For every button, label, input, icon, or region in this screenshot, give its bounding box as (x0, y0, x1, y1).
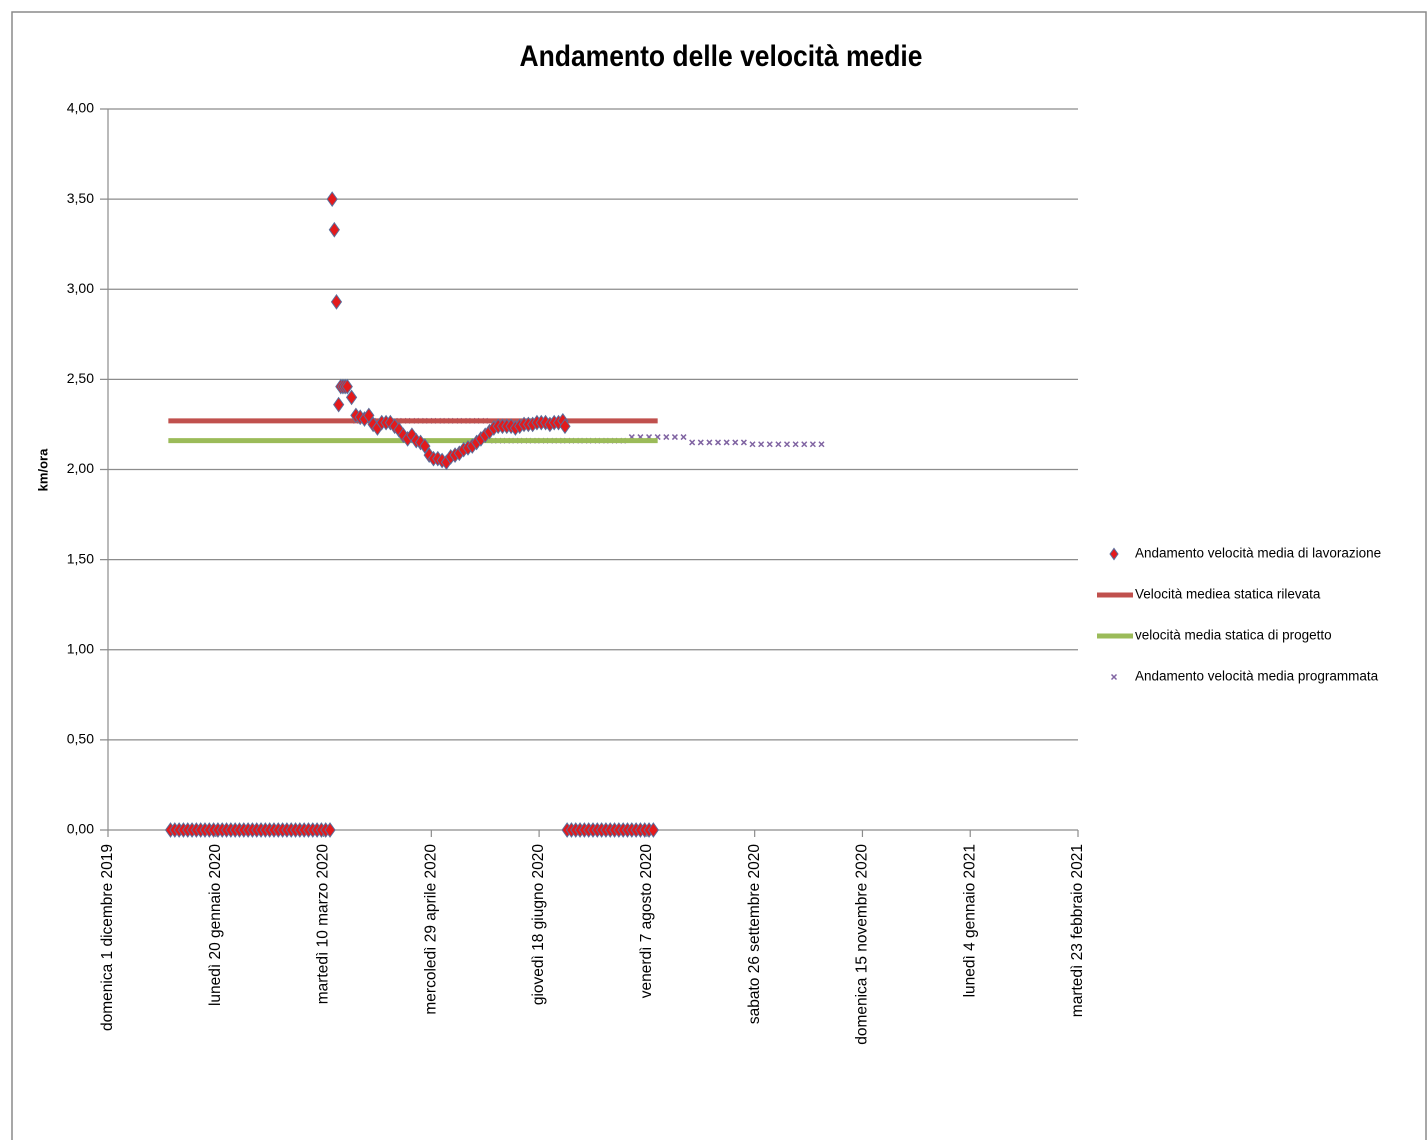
legend-label: velocità media statica di progetto (1135, 628, 1332, 643)
data-point (706, 439, 713, 446)
legend-label: Andamento velocità media programmata (1135, 669, 1379, 684)
data-point (671, 434, 678, 441)
data-point (330, 294, 343, 310)
y-tick-label: 1,50 (67, 550, 94, 566)
legend-label: Andamento velocità media di lavorazione (1135, 546, 1381, 561)
y-tick-label: 4,00 (67, 100, 94, 116)
data-point (689, 439, 696, 446)
y-tick-label: 0,00 (67, 821, 94, 837)
data-point (758, 441, 765, 448)
y-tick-label: 3,00 (67, 280, 94, 296)
data-point (801, 441, 808, 448)
data-point (809, 441, 816, 448)
data-point (326, 191, 338, 207)
data-point (792, 441, 799, 448)
y-tick-label: 0,50 (67, 731, 94, 747)
data-point (324, 822, 336, 838)
data-point (749, 441, 756, 448)
data-point (663, 434, 670, 441)
y-tick-label: 2,00 (67, 460, 94, 476)
x-tick-label: venerdì 7 agosto 2020 (638, 844, 655, 999)
data-point (732, 439, 739, 446)
data-point (775, 441, 782, 448)
data-point (647, 822, 659, 838)
data-point (740, 439, 747, 446)
x-tick-label: mercoledì 29 aprile 2020 (422, 844, 439, 1015)
data-point (559, 418, 571, 435)
legend-swatch (1110, 673, 1118, 681)
data-point (341, 378, 353, 395)
x-tick-label: martedì 23 febbraio 2021 (1069, 844, 1086, 1017)
x-tick-label: lunedì 4 gennaio 2021 (961, 844, 978, 997)
data-point (419, 438, 431, 454)
x-tick-label: lunedì 20 gennaio 2020 (207, 844, 224, 1006)
x-tick-label: giovedì 18 giugno 2020 (530, 844, 547, 1006)
data-point (766, 441, 773, 448)
chart-frame (11, 11, 1427, 1140)
data-point (333, 396, 345, 413)
y-axis-label: km/ora (35, 448, 50, 491)
data-point (818, 441, 825, 448)
legend-swatch (1109, 547, 1119, 561)
data-point (363, 407, 375, 424)
y-tick-label: 2,50 (67, 370, 94, 386)
data-point (714, 439, 722, 446)
x-tick-label: domenica 15 novembre 2020 (854, 844, 871, 1045)
data-point (783, 441, 791, 448)
y-tick-label: 3,50 (67, 190, 94, 206)
data-point (345, 389, 358, 406)
data-point (680, 434, 687, 441)
legend-label: Velocità mediea statica rilevata (1135, 587, 1321, 602)
y-tick-label: 1,00 (67, 640, 94, 656)
chart-title: Andamento delle velocità medie (520, 40, 923, 73)
data-point (723, 439, 730, 446)
x-tick-label: martedì 10 marzo 2020 (315, 844, 332, 1005)
data-point (328, 221, 340, 238)
x-tick-label: sabato 26 settembre 2020 (746, 844, 763, 1024)
data-point (697, 439, 704, 446)
x-tick-label: domenica 1 dicembre 2019 (99, 844, 116, 1031)
